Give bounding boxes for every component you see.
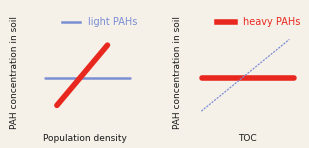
Y-axis label: PAH concentration in soil: PAH concentration in soil — [10, 16, 19, 129]
Legend: heavy PAHs: heavy PAHs — [214, 13, 304, 31]
Text: TOC: TOC — [238, 134, 257, 143]
Text: Population density: Population density — [43, 134, 126, 143]
Y-axis label: PAH concentration in soil: PAH concentration in soil — [173, 16, 182, 129]
Legend: light PAHs: light PAHs — [58, 13, 141, 31]
